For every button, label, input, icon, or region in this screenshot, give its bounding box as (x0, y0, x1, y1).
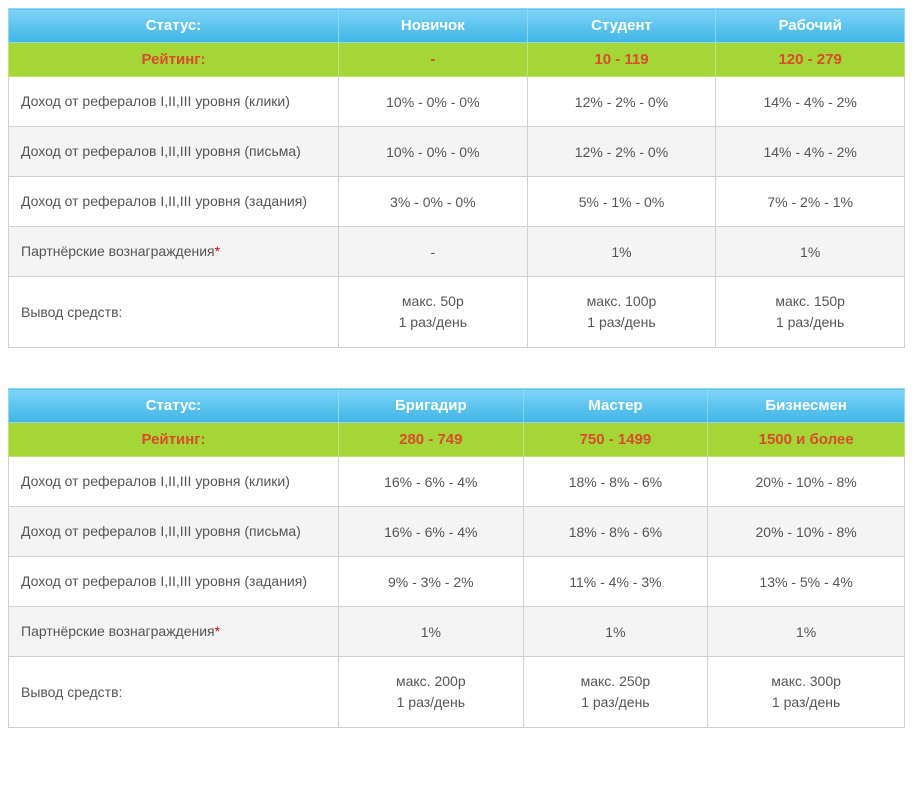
withdraw-max: макс. 200р (396, 673, 466, 689)
cell: 9% - 3% - 2% (339, 557, 524, 607)
cell: 18% - 8% - 6% (523, 457, 708, 507)
cell: 14% - 4% - 2% (716, 127, 905, 177)
rating-col-2: 1500 и более (708, 423, 905, 457)
cell: 10% - 0% - 0% (339, 127, 528, 177)
status-label: Статус: (9, 389, 339, 423)
cell: макс. 150р 1 раз/день (716, 277, 905, 348)
status-col-0: Бригадир (339, 389, 524, 423)
cell: - (339, 227, 528, 277)
withdraw-freq: 1 раз/день (776, 314, 844, 330)
cell: 14% - 4% - 2% (716, 77, 905, 127)
row-label-withdraw: Вывод средств: (9, 657, 339, 728)
status-table-1: Статус: Новичок Студент Рабочий Рейтинг:… (8, 8, 905, 348)
row-label-tasks: Доход от рефералов I,II,III уровня (зада… (9, 557, 339, 607)
row-label-withdraw: Вывод средств: (9, 277, 339, 348)
cell: макс. 250р 1 раз/день (523, 657, 708, 728)
row-label-letters: Доход от рефералов I,II,III уровня (пись… (9, 127, 339, 177)
withdraw-max: макс. 150р (775, 293, 845, 309)
partner-text: Партнёрские вознаграждения (21, 623, 215, 639)
cell: макс. 200р 1 раз/день (339, 657, 524, 728)
row-label-partner: Партнёрские вознаграждения* (9, 607, 339, 657)
cell: 20% - 10% - 8% (708, 457, 905, 507)
rating-row: Рейтинг: 280 - 749 750 - 1499 1500 и бол… (9, 423, 905, 457)
table-row: Партнёрские вознаграждения* 1% 1% 1% (9, 607, 905, 657)
cell: 18% - 8% - 6% (523, 507, 708, 557)
status-col-1: Мастер (523, 389, 708, 423)
cell: макс. 300р 1 раз/день (708, 657, 905, 728)
cell: 7% - 2% - 1% (716, 177, 905, 227)
cell: 20% - 10% - 8% (708, 507, 905, 557)
withdraw-freq: 1 раз/день (772, 694, 840, 710)
cell: макс. 50р 1 раз/день (339, 277, 528, 348)
table-row: Доход от рефералов I,II,III уровня (клик… (9, 77, 905, 127)
withdraw-freq: 1 раз/день (397, 694, 465, 710)
table-row: Вывод средств: макс. 50р 1 раз/день макс.… (9, 277, 905, 348)
cell: 10% - 0% - 0% (339, 77, 528, 127)
cell: 16% - 6% - 4% (339, 457, 524, 507)
rating-label: Рейтинг: (9, 43, 339, 77)
withdraw-freq: 1 раз/день (581, 694, 649, 710)
row-label-tasks: Доход от рефералов I,II,III уровня (зада… (9, 177, 339, 227)
cell: 1% (527, 227, 716, 277)
row-label-letters: Доход от рефералов I,II,III уровня (пись… (9, 507, 339, 557)
cell: 1% (716, 227, 905, 277)
partner-text: Партнёрские вознаграждения (21, 243, 215, 259)
header-row: Статус: Новичок Студент Рабочий (9, 9, 905, 43)
table-row: Доход от рефералов I,II,III уровня (клик… (9, 457, 905, 507)
cell: 1% (523, 607, 708, 657)
withdraw-max: макс. 100р (587, 293, 657, 309)
withdraw-max: макс. 300р (771, 673, 841, 689)
asterisk-icon: * (215, 623, 220, 639)
status-table-2: Статус: Бригадир Мастер Бизнесмен Рейтин… (8, 388, 905, 728)
cell: 3% - 0% - 0% (339, 177, 528, 227)
row-label-partner: Партнёрские вознаграждения* (9, 227, 339, 277)
status-label: Статус: (9, 9, 339, 43)
rating-col-1: 750 - 1499 (523, 423, 708, 457)
status-col-0: Новичок (339, 9, 528, 43)
cell: 13% - 5% - 4% (708, 557, 905, 607)
withdraw-max: макс. 50р (402, 293, 464, 309)
table-row: Доход от рефералов I,II,III уровня (зада… (9, 177, 905, 227)
cell: 1% (339, 607, 524, 657)
cell: 16% - 6% - 4% (339, 507, 524, 557)
table-row: Доход от рефералов I,II,III уровня (пись… (9, 507, 905, 557)
cell: 12% - 2% - 0% (527, 77, 716, 127)
cell: 11% - 4% - 3% (523, 557, 708, 607)
row-label-clicks: Доход от рефералов I,II,III уровня (клик… (9, 457, 339, 507)
rating-label: Рейтинг: (9, 423, 339, 457)
asterisk-icon: * (215, 243, 220, 259)
withdraw-freq: 1 раз/день (587, 314, 655, 330)
rating-col-0: - (339, 43, 528, 77)
table-row: Доход от рефералов I,II,III уровня (пись… (9, 127, 905, 177)
status-col-2: Рабочий (716, 9, 905, 43)
status-col-1: Студент (527, 9, 716, 43)
rating-row: Рейтинг: - 10 - 119 120 - 279 (9, 43, 905, 77)
table-row: Вывод средств: макс. 200р 1 раз/день макс… (9, 657, 905, 728)
rating-col-1: 10 - 119 (527, 43, 716, 77)
header-row: Статус: Бригадир Мастер Бизнесмен (9, 389, 905, 423)
status-col-2: Бизнесмен (708, 389, 905, 423)
withdraw-freq: 1 раз/день (399, 314, 467, 330)
rating-col-0: 280 - 749 (339, 423, 524, 457)
table-row: Доход от рефералов I,II,III уровня (зада… (9, 557, 905, 607)
cell: 12% - 2% - 0% (527, 127, 716, 177)
table-row: Партнёрские вознаграждения* - 1% 1% (9, 227, 905, 277)
cell: макс. 100р 1 раз/день (527, 277, 716, 348)
cell: 5% - 1% - 0% (527, 177, 716, 227)
rating-col-2: 120 - 279 (716, 43, 905, 77)
cell: 1% (708, 607, 905, 657)
withdraw-max: макс. 250р (581, 673, 651, 689)
row-label-clicks: Доход от рефералов I,II,III уровня (клик… (9, 77, 339, 127)
